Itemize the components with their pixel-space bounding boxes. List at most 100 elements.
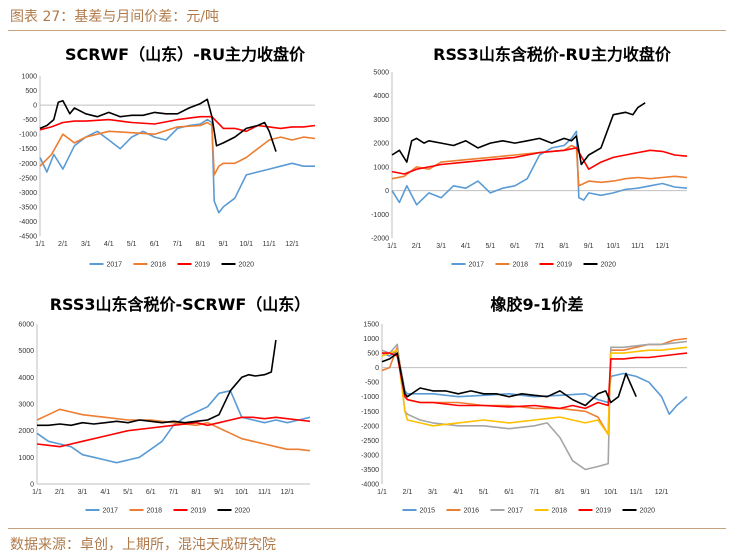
legend-label-2017: 2017 (469, 262, 485, 269)
y-tick-label: 2000 (373, 141, 389, 148)
y-tick-label: 3000 (18, 402, 34, 409)
y-tick-label: -3500 (19, 204, 37, 211)
legend-label-2020: 2020 (239, 262, 255, 269)
y-tick-label: -2000 (19, 161, 37, 168)
y-tick-label: -2500 (19, 175, 37, 182)
x-tick-label: 1/1 (387, 243, 397, 250)
x-tick-label: 12/1 (285, 241, 299, 248)
x-tick-label: 2/1 (403, 489, 413, 496)
x-tick-label: 7/1 (169, 489, 179, 496)
y-tick-label: -1500 (19, 146, 37, 153)
series-line-2019 (391, 147, 688, 175)
chart-panel-scrwf-ru: SCRWF（山东）-RU主力收盘价 1000 500 0 -500 -1000 -1500 -… (19, 45, 316, 269)
x-tick-label: 3/1 (78, 489, 88, 496)
x-tick-label: 6/1 (146, 489, 156, 496)
source-note: 数据来源：卓创，上期所，混沌天成研究院 (10, 537, 276, 553)
x-tick-label: 10/1 (606, 243, 620, 250)
x-tick-label: 4/1 (104, 241, 114, 248)
x-tick-label: 4/1 (461, 243, 471, 250)
y-tick-label: 500 (367, 351, 379, 358)
x-tick-label: 2/1 (58, 241, 68, 248)
y-tick-label: -2000 (361, 423, 379, 430)
x-tick-label: 6/1 (510, 243, 520, 250)
y-tick-label: 1000 (21, 74, 37, 81)
x-tick-label: 7/1 (535, 243, 545, 250)
legend-label-2020: 2020 (640, 508, 656, 515)
y-tick-label: -1000 (361, 394, 379, 401)
y-tick-label: 1500 (363, 322, 379, 329)
x-tick-label: 5/1 (485, 243, 495, 250)
y-tick-label: 5000 (373, 70, 389, 77)
legend-label-2020: 2020 (235, 508, 251, 515)
x-tick-label: 8/1 (191, 489, 201, 496)
legend-label-2017: 2017 (508, 508, 524, 515)
x-tick-label: 10/1 (235, 489, 249, 496)
x-tick-label: 12/1 (280, 489, 294, 496)
series-line-2019 (382, 352, 688, 410)
x-tick-label: 1/1 (377, 489, 387, 496)
x-tick-label: 10/1 (604, 489, 618, 496)
y-tick-label: 1000 (373, 164, 389, 171)
x-tick-label: 5/1 (479, 489, 489, 496)
legend-label-2018: 2018 (151, 262, 167, 269)
y-tick-label: -3000 (361, 452, 379, 459)
y-tick-label: 4000 (373, 93, 389, 100)
legend-label-2019: 2019 (195, 262, 211, 269)
y-tick-label: 3000 (373, 117, 389, 124)
series-line-2018 (39, 121, 316, 176)
series-line-2020 (37, 339, 277, 427)
y-tick-label: 0 (375, 365, 379, 372)
y-tick-label: 2000 (18, 428, 34, 435)
x-tick-label: 12/1 (656, 243, 670, 250)
legend-label-2017: 2017 (103, 508, 119, 515)
legend-label-2015: 2015 (420, 508, 436, 515)
x-tick-label: 12/1 (655, 489, 669, 496)
y-tick-label: 500 (25, 88, 37, 95)
chart-title: RSS3山东含税价-SCRWF（山东） (50, 295, 311, 314)
x-tick-label: 5/1 (123, 489, 133, 496)
legend-label-2018: 2018 (552, 508, 568, 515)
x-tick-label: 9/1 (218, 241, 228, 248)
series-line-2017 (391, 130, 688, 206)
chart-title: SCRWF（山东）-RU主力收盘价 (65, 45, 306, 64)
y-tick-label: 0 (30, 482, 34, 489)
x-tick-label: 3/1 (81, 241, 91, 248)
series-line-2020 (39, 98, 277, 152)
series-line-2015 (381, 349, 688, 415)
x-tick-label: 5/1 (127, 241, 137, 248)
y-tick-label: 1000 (363, 336, 379, 343)
x-tick-label: 1/1 (35, 241, 45, 248)
series-line-2019 (36, 416, 311, 448)
x-tick-label: 8/1 (555, 489, 565, 496)
x-tick-label: 8/1 (559, 243, 569, 250)
x-tick-label: 6/1 (150, 241, 160, 248)
y-tick-label: 6000 (18, 322, 34, 329)
y-tick-label: -3000 (19, 190, 37, 197)
y-tick-label: -2500 (361, 438, 379, 445)
y-tick-label: 5000 (18, 348, 34, 355)
y-tick-label: 4000 (18, 375, 34, 382)
series-line-2018 (36, 408, 311, 452)
legend-label-2016: 2016 (464, 508, 480, 515)
footer-divider (8, 528, 726, 529)
y-tick-label: -3500 (361, 467, 379, 474)
y-tick-label: -1000 (19, 132, 37, 139)
y-tick-label: -4500 (19, 234, 37, 241)
series-line-2020 (381, 352, 637, 407)
y-tick-label: -4000 (19, 219, 37, 226)
x-tick-label: 9/1 (214, 489, 224, 496)
figure-title: 图表 27：基差与月间价差：元/吨 (10, 9, 219, 25)
legend-label-2020: 2020 (601, 262, 617, 269)
x-tick-label: 4/1 (453, 489, 463, 496)
series-line-2017 (381, 340, 688, 471)
x-tick-label: 9/1 (584, 243, 594, 250)
x-tick-label: 11/1 (263, 241, 276, 248)
series-line-2018 (381, 346, 688, 436)
series-line-2017 (36, 389, 311, 464)
x-tick-label: 10/1 (239, 241, 253, 248)
y-tick-label: -500 (365, 380, 379, 387)
y-tick-label: -1000 (371, 212, 389, 219)
x-tick-label: 2/1 (55, 489, 65, 496)
chart-title: 橡胶9-1价差 (491, 295, 584, 314)
chart-panel-rss3-scrwf: RSS3山东含税价-SCRWF（山东） 6000 5000 4000 3000 2000 1… (18, 295, 311, 515)
